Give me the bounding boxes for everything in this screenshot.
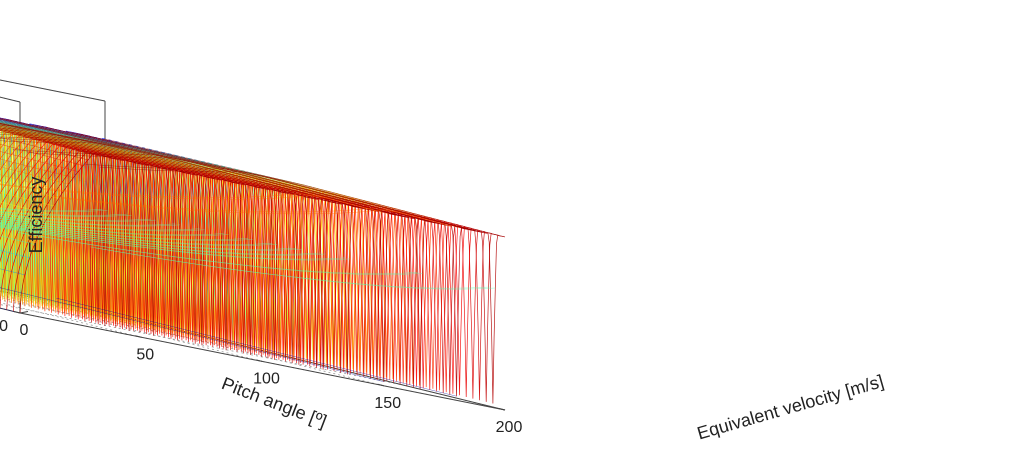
surface-rib-106 — [0, 223, 278, 246]
surface-rib-72 — [0, 124, 195, 176]
surface-rib-74 — [0, 218, 200, 231]
surface-rib-68 — [0, 124, 185, 174]
surface-rib-200 — [104, 138, 506, 238]
surface-rib-176 — [46, 127, 447, 226]
surface-rib-114 — [0, 224, 297, 250]
surface-rib-26 — [0, 143, 84, 166]
y-tick-label-0: 0 — [0, 318, 8, 335]
surface-rib-152 — [0, 184, 389, 214]
surface-rib-22 — [0, 158, 74, 178]
surface-rib-94 — [0, 221, 249, 240]
x-tick-label-4: 200 — [496, 419, 523, 436]
surface-rib-56 — [0, 214, 156, 222]
surface-rib-28 — [0, 137, 88, 161]
surface-rib-70 — [0, 124, 190, 175]
axis-edge-6 — [0, 79, 106, 102]
tick-labels: 00.20.40.60.8105101520050100150200 — [0, 311, 523, 436]
surface-rib-38 — [0, 129, 113, 159]
surface-rib-66 — [0, 216, 181, 227]
x-tick-mark-0 — [13, 311, 21, 314]
surface-rib-146 — [0, 118, 375, 211]
x-axis-label: Equivalent velocity [m/s] — [695, 371, 886, 443]
surface-rib-104 — [0, 223, 273, 245]
axis-edge-7 — [0, 96, 21, 103]
surface-rib-40 — [0, 128, 118, 160]
surface-rib-192 — [85, 163, 486, 234]
surface-rib-62 — [0, 125, 171, 171]
surface-rib-24 — [0, 151, 79, 172]
surface-rib-124 — [0, 225, 321, 255]
surface-rib-116 — [0, 224, 302, 251]
surface-rib-84 — [0, 219, 224, 236]
surface-rib-42 — [0, 128, 122, 161]
surface-rib-126 — [0, 225, 326, 256]
y-tick-mark-0 — [19, 311, 29, 314]
surface-rib-180 — [56, 297, 457, 397]
surface-rib-96 — [0, 222, 253, 241]
surface-rib-182 — [61, 197, 462, 229]
surface-plot — [0, 117, 506, 404]
surface-rib-196 — [95, 247, 496, 290]
surface-rib-48 — [0, 127, 137, 164]
surface-rib-64 — [0, 216, 176, 226]
surface-rib-166 — [22, 233, 423, 275]
z-axis-label: Efficiency — [26, 177, 46, 254]
surface-rib-150 — [0, 287, 384, 382]
surface-rib-132 — [0, 138, 341, 205]
surface-rib-44 — [0, 211, 127, 216]
surface-rib-46 — [0, 211, 132, 217]
surface-rib-30 — [0, 130, 93, 155]
surface-rib-52 — [0, 127, 147, 166]
surface-rib-86 — [0, 220, 229, 237]
surface-rib-136 — [0, 226, 350, 261]
x-tick-label-3: 150 — [374, 395, 401, 412]
surface-rib-58 — [0, 126, 161, 169]
surface-rib-54 — [0, 213, 152, 221]
surface-rib-32 — [0, 129, 98, 156]
x-tick-mark-4 — [498, 408, 506, 411]
x-tick-mark-1 — [135, 335, 142, 338]
surface-rib-50 — [0, 127, 142, 165]
surface-rib-60 — [0, 126, 166, 170]
surface-rib-148 — [0, 183, 379, 212]
grid-line-z-5 — [0, 79, 106, 103]
x-tick-label-1: 50 — [136, 346, 154, 363]
surface-rib-34 — [0, 208, 103, 211]
surface-rib-76 — [0, 218, 205, 232]
surface-rib-162 — [12, 149, 413, 219]
x-tick-mark-2 — [256, 359, 263, 362]
x-tick-label-2: 100 — [253, 371, 280, 388]
surface-rib-20 — [0, 166, 69, 185]
x-tick-label-0: 0 — [20, 322, 29, 339]
surface-rib-122 — [0, 134, 316, 200]
x-tick-mark-3 — [377, 383, 384, 387]
axis-edge-1 — [104, 311, 506, 411]
surface-rib-178 — [51, 195, 452, 227]
surface-rib-36 — [0, 208, 108, 212]
